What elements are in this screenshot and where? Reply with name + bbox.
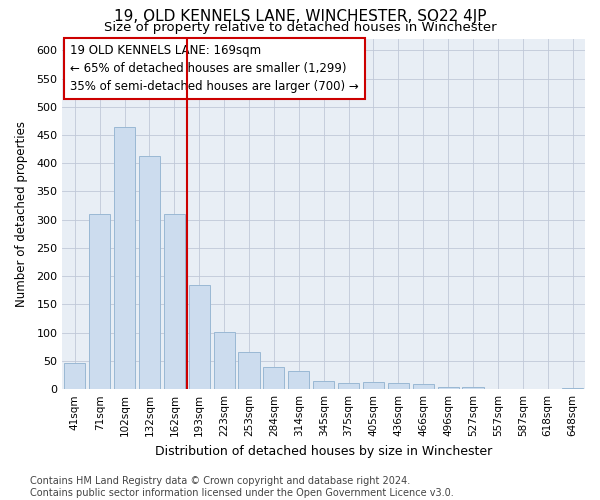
Bar	[139, 156, 160, 389]
Y-axis label: Number of detached properties: Number of detached properties	[15, 121, 28, 307]
Bar	[512, 388, 533, 389]
Text: Size of property relative to detached houses in Winchester: Size of property relative to detached ho…	[104, 21, 496, 34]
Bar	[238, 352, 260, 389]
Bar	[363, 382, 384, 389]
Bar	[487, 388, 508, 389]
Bar	[388, 383, 409, 389]
Bar	[413, 384, 434, 389]
Bar	[188, 284, 210, 389]
Bar	[114, 126, 135, 389]
Bar	[164, 214, 185, 389]
Bar	[64, 362, 85, 389]
Bar	[437, 387, 458, 389]
Bar	[562, 388, 583, 389]
Bar	[263, 366, 284, 389]
Bar	[89, 214, 110, 389]
Text: Contains HM Land Registry data © Crown copyright and database right 2024.
Contai: Contains HM Land Registry data © Crown c…	[30, 476, 454, 498]
Bar	[214, 332, 235, 389]
Bar	[338, 383, 359, 389]
Bar	[463, 387, 484, 389]
X-axis label: Distribution of detached houses by size in Winchester: Distribution of detached houses by size …	[155, 444, 492, 458]
Bar	[313, 382, 334, 389]
Text: 19 OLD KENNELS LANE: 169sqm
← 65% of detached houses are smaller (1,299)
35% of : 19 OLD KENNELS LANE: 169sqm ← 65% of det…	[70, 44, 359, 94]
Text: 19, OLD KENNELS LANE, WINCHESTER, SO22 4JP: 19, OLD KENNELS LANE, WINCHESTER, SO22 4…	[114, 9, 486, 24]
Bar	[288, 371, 310, 389]
